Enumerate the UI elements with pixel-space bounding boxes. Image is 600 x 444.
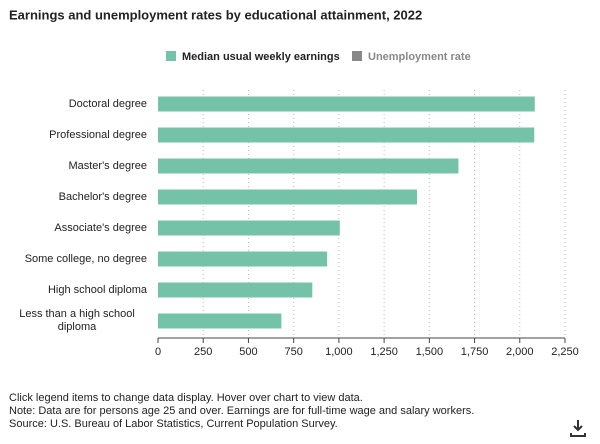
x-tick-label: 2,000: [506, 346, 534, 358]
category-text: Less than a high school diploma: [19, 308, 135, 333]
x-tick-label: 1,500: [416, 346, 444, 358]
legend-label[interactable]: Unemployment rate: [368, 51, 471, 63]
bar: [158, 96, 535, 112]
chart-title: Earnings and unemployment rates by educa…: [9, 7, 422, 22]
category-label: Doctoral degree: [7, 98, 147, 111]
bar: [158, 282, 313, 298]
category-text: Bachelor's degree: [58, 190, 147, 203]
x-tick-label: 1,750: [461, 346, 489, 358]
category-text: Associate's degree: [54, 221, 147, 234]
category-text: Professional degree: [49, 128, 147, 141]
bar: [158, 313, 282, 329]
x-tick-label: 1,000: [325, 346, 353, 358]
category-text: Some college, no degree: [24, 252, 147, 265]
x-tick-label: 250: [194, 346, 212, 358]
category-label: High school diploma: [7, 284, 147, 297]
category-text: Doctoral degree: [68, 97, 147, 110]
category-label: Bachelor's degree: [7, 191, 147, 204]
legend-swatch[interactable]: [352, 51, 362, 61]
bar: [158, 189, 418, 205]
category-label: Some college, no degree: [7, 253, 147, 266]
category-text: High school diploma: [47, 283, 147, 296]
legend-swatch[interactable]: [166, 51, 176, 61]
x-tick-label: 2,250: [551, 346, 579, 358]
x-tick-label: 750: [284, 346, 302, 358]
x-tick-label: 0: [155, 346, 161, 358]
x-tick-label: 1,250: [370, 346, 398, 358]
footnote: Source: U.S. Bureau of Labor Statistics,…: [9, 418, 338, 430]
footnote: Note: Data are for persons age 25 and ov…: [9, 405, 475, 417]
download-icon[interactable]: [570, 420, 586, 437]
x-tick-label: 500: [239, 346, 257, 358]
legend-label[interactable]: Median usual weekly earnings: [182, 51, 340, 63]
category-label: Less than a high school diploma: [7, 308, 147, 334]
category-text: Master's degree: [68, 159, 147, 172]
bar: [158, 127, 535, 143]
category-label: Associate's degree: [7, 222, 147, 235]
category-label: Professional degree: [7, 129, 147, 142]
category-label: Master's degree: [7, 160, 147, 173]
bar: [158, 251, 328, 267]
footnote: Click legend items to change data displa…: [9, 392, 363, 404]
bar: [158, 158, 459, 174]
bar: [158, 220, 340, 236]
download-button[interactable]: [570, 420, 586, 437]
